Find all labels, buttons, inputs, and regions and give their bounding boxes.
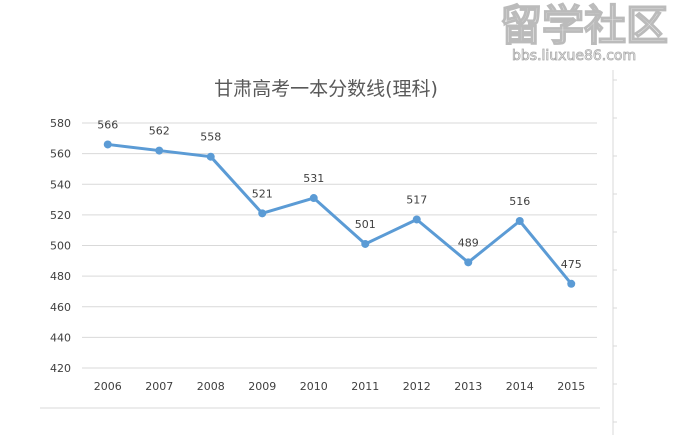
x-tick-label: 2012	[403, 380, 431, 393]
data-point	[515, 217, 524, 225]
data-point	[309, 194, 318, 203]
data-label: 489	[458, 236, 479, 249]
data-label: 558	[200, 131, 221, 144]
y-tick-label: 460	[50, 301, 71, 314]
x-tick-label: 2013	[454, 380, 482, 393]
y-tick-label: 560	[50, 148, 71, 161]
watermark: 留学社区 bbs.liuxue86.com	[499, 0, 669, 64]
x-tick-label: 2008	[197, 380, 225, 393]
y-tick-label: 580	[50, 117, 71, 130]
y-tick-label: 500	[50, 240, 71, 253]
data-label: 566	[97, 118, 118, 131]
data-point	[103, 140, 112, 149]
y-tick-label: 420	[50, 362, 71, 375]
chart-title: 甘肃高考一本分数线(理科)	[214, 78, 438, 100]
data-point	[567, 279, 576, 288]
watermark-logo: 留学社区	[500, 1, 668, 50]
x-tick-label: 2010	[300, 380, 328, 393]
y-tick-label: 480	[50, 270, 71, 283]
data-point	[258, 209, 267, 218]
x-tick-label: 2006	[94, 380, 122, 393]
data-point	[206, 152, 215, 161]
y-tick-label: 440	[50, 331, 71, 344]
series-line	[107, 142, 573, 285]
y-tick-label: 540	[50, 178, 71, 191]
data-label: 531	[303, 172, 324, 185]
data-point	[412, 215, 421, 224]
data-label: 475	[561, 258, 582, 271]
x-tick-label: 2011	[351, 380, 379, 393]
data-label: 521	[252, 187, 273, 200]
x-tick-label: 2014	[506, 380, 534, 393]
watermark-url: bbs.liuxue86.com	[512, 48, 636, 64]
data-label: 516	[509, 195, 530, 208]
y-tick-label: 520	[50, 209, 71, 222]
x-tick-label: 2007	[145, 380, 173, 393]
data-point	[155, 146, 164, 155]
x-tick-label: 2009	[248, 380, 276, 393]
data-label: 562	[149, 125, 170, 138]
data-label: 517	[406, 193, 427, 206]
x-tick-label: 2015	[557, 380, 585, 393]
data-point	[361, 239, 370, 248]
data-point	[464, 258, 473, 267]
data-label: 501	[355, 218, 376, 231]
